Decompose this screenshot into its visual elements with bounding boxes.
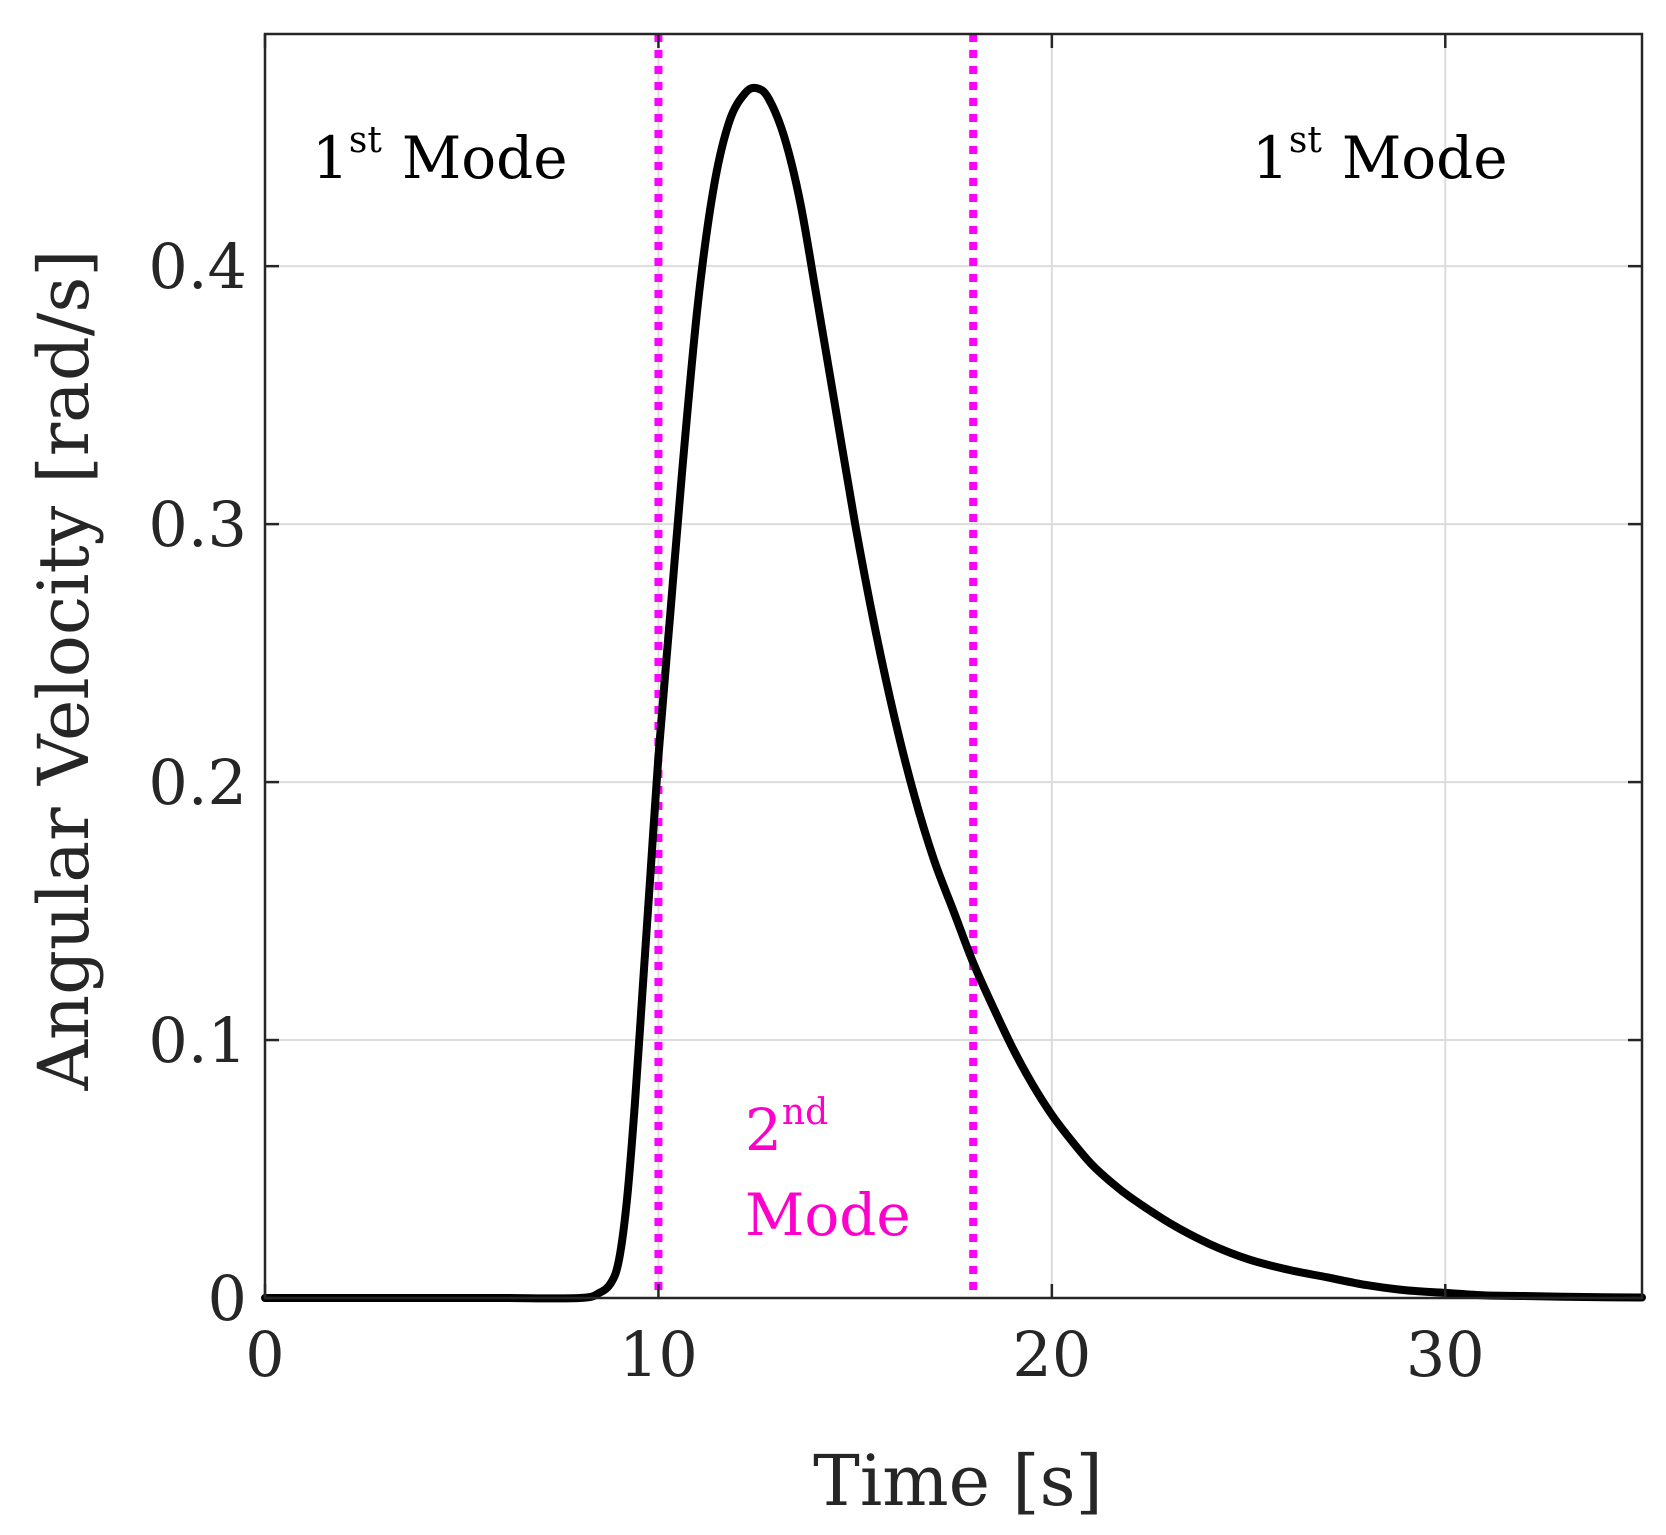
y-tick-label: 0.3 [148,488,247,561]
y-axis-title: Angular Velocity [rad/s] [23,249,105,1091]
annotation-right-base: 1 [1252,124,1289,192]
annotation-middle-sup: nd [782,1092,828,1133]
axes-box [263,32,1644,1300]
x-tick-label: 10 [619,1318,698,1391]
annotation-middle-base: 2 [745,1096,782,1164]
series-layer [261,83,1646,1303]
x-tick-label: 30 [1406,1318,1485,1391]
x-tick-label: 0 [245,1318,284,1391]
series-line-angular-velocity [261,83,1646,1303]
mode-boundaries [654,34,978,1298]
annotation-left-mode: 1st Mode [312,120,568,192]
annotation-middle-mode: 2nd [745,1092,828,1164]
annotation-right-sup: st [1289,120,1322,161]
y-tick-label: 0.2 [148,746,247,819]
y-tick-label: 0.4 [148,230,247,303]
x-axis-title: Time [s] [813,1440,1103,1522]
x-tick-label: 20 [1012,1318,1091,1391]
y-tick-label: 0.1 [148,1004,247,1077]
annotation-right-text: Mode [1342,124,1508,192]
annotation-left-sup: st [349,120,382,161]
y-tick-label: 0 [208,1262,247,1335]
annotation-left-base: 1 [312,124,349,192]
grid [264,34,1642,1299]
annotation-right-mode: 1st Mode [1252,120,1508,192]
annotation-left-text: Mode [402,124,568,192]
ticks: 0 10 20 30 0 0.1 0.2 0.3 0.4 [148,34,1642,1391]
annotation-middle-text: Mode [745,1181,911,1249]
